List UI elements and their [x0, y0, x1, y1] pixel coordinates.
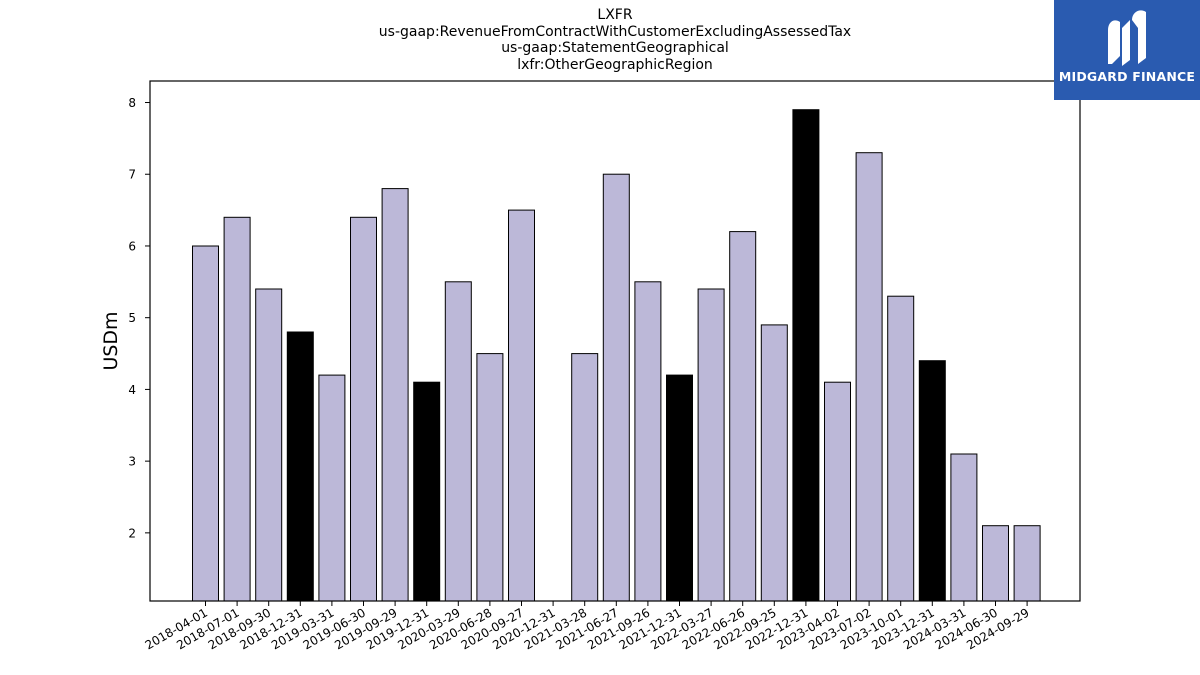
bar-2018-07-01 — [223, 216, 251, 602]
bar-2019-06-30 — [350, 216, 377, 602]
bar-2023-04-02 — [824, 381, 851, 602]
bar-2023-12-31 — [918, 360, 946, 602]
bar-2024-03-31 — [950, 453, 978, 602]
bar-2024-09-29 — [1013, 525, 1041, 602]
bar-2019-09-29 — [381, 188, 409, 602]
bar-2023-07-02 — [855, 152, 883, 602]
title-axis: us-gaap:StatementGeographical — [501, 40, 729, 56]
bar-2023-10-01 — [887, 295, 915, 602]
y-tick-label: 7 — [128, 168, 136, 182]
bar-2024-06-30 — [982, 525, 1009, 602]
bar-2019-03-31 — [318, 374, 346, 602]
y-tick-label: 8 — [128, 96, 136, 110]
y-tick-label: 4 — [128, 383, 136, 397]
y-tick-label: 6 — [128, 239, 136, 253]
bar-2020-09-27 — [508, 209, 535, 602]
plot-frame — [149, 80, 1081, 602]
bar-2020-03-29 — [444, 281, 472, 602]
bar-2018-09-30 — [255, 288, 283, 602]
bar-2022-09-25 — [760, 324, 788, 602]
y-tick-label: 5 — [128, 311, 136, 325]
y-axis: 2 3 4 5 6 7 8 — [128, 96, 150, 540]
title-member: lxfr:OtherGeographicRegion — [517, 56, 713, 73]
bar-series — [192, 109, 1041, 602]
y-tick-label: 2 — [128, 526, 136, 540]
brand-logo: MIDGARD FINANCE — [1054, 0, 1200, 100]
bar-2022-12-31 — [792, 109, 820, 602]
chart-title: LXFR us-gaap:RevenueFromContractWithCust… — [0, 7, 1200, 73]
brand-name: MIDGARD FINANCE — [1058, 69, 1196, 84]
bar-2022-06-26 — [729, 231, 757, 602]
midgard-logo-icon — [1108, 10, 1146, 66]
x-axis: 2018-04-012018-07-012018-09-302018-12-31… — [143, 601, 1032, 652]
bar-2019-12-31 — [413, 381, 441, 602]
bar-2021-06-27 — [602, 173, 630, 602]
bar-2020-06-28 — [476, 353, 504, 602]
y-tick-label: 3 — [128, 455, 136, 469]
bar-2021-09-26 — [634, 281, 662, 602]
title-ticker: LXFR — [597, 7, 633, 23]
y-axis-label: USDm — [100, 311, 122, 370]
bar-2021-03-28 — [571, 353, 599, 602]
bar-2022-03-27 — [697, 288, 725, 602]
title-concept: us-gaap:RevenueFromContractWithCustomerE… — [378, 23, 852, 40]
bar-2021-12-31 — [666, 374, 693, 602]
bar-2018-12-31 — [286, 331, 314, 602]
bar-2018-04-01 — [192, 245, 219, 602]
